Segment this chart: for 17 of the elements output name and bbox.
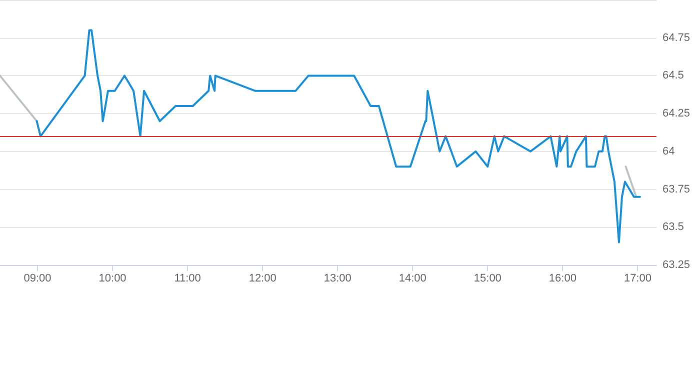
y-tick-label: 64.5 <box>662 70 684 82</box>
x-tick-label: 16:00 <box>548 272 576 284</box>
x-tick-label: 09:00 <box>24 272 52 284</box>
y-tick-label: 64 <box>662 145 675 158</box>
x-tick-label: 11:00 <box>174 272 201 284</box>
y-tick-label: 63.75 <box>662 183 690 196</box>
x-tick-label: 17:00 <box>624 272 652 284</box>
line-series <box>36 29 641 244</box>
y-tick-label: 64.25 <box>662 108 690 120</box>
x-tick-label: 10:00 <box>98 272 126 284</box>
x-tick-label: 15:00 <box>474 272 502 284</box>
x-tick-label: 12:00 <box>248 272 276 284</box>
y-tick-label: 63.25 <box>662 259 690 271</box>
x-tick-label: 13:00 <box>324 272 352 284</box>
y-tick-label: 63.5 <box>662 221 684 234</box>
y-tick-label: 64.75 <box>662 32 690 44</box>
x-tick-label: 14:00 <box>398 272 426 284</box>
